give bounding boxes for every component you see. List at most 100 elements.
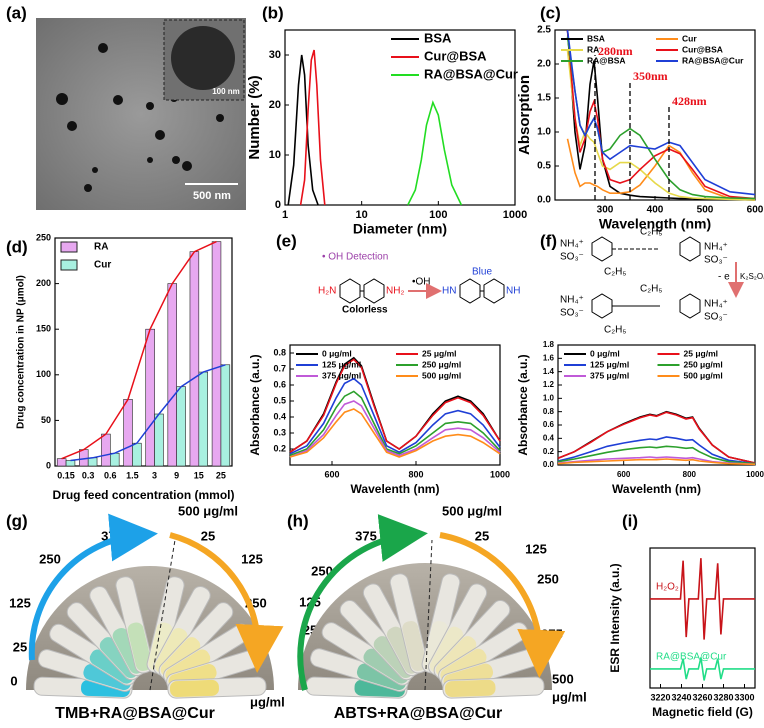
x-tick-label: 15	[194, 470, 204, 480]
legend-label: 125 μg/ml	[322, 359, 361, 369]
y-tick-label: 100	[36, 369, 51, 379]
caption: ABTS+RA@BSA@Cur	[334, 705, 503, 722]
y-tick-label: 10	[269, 149, 281, 161]
scheme-text: NH₄⁺	[560, 295, 584, 306]
tube-liquid	[356, 663, 407, 691]
x-tick-label: 400	[647, 205, 664, 216]
y-tick-label: 0	[46, 460, 51, 470]
fit-line	[70, 364, 226, 462]
y-tick-label: 0.4	[273, 411, 286, 421]
ring	[591, 293, 613, 319]
series-line	[557, 445, 756, 465]
series-line	[289, 400, 501, 458]
y-tick-label: 0.3	[273, 427, 286, 437]
legend-label: 375 μg/ml	[322, 370, 361, 380]
bar	[176, 386, 186, 467]
y-tick-label: 1.6	[543, 353, 555, 362]
plot-frame	[54, 237, 233, 467]
scheme-text: SO₃⁻	[704, 255, 728, 266]
legend-swatch	[60, 241, 78, 253]
y-tick-label: 0.8	[543, 407, 555, 416]
bar	[123, 399, 133, 467]
bar	[154, 413, 164, 467]
series-line	[566, 29, 756, 196]
series-line	[289, 377, 501, 455]
conc-label: 375	[541, 626, 563, 641]
series-line	[557, 436, 756, 465]
arrow	[169, 532, 284, 673]
scheme-text: C₂H₅	[640, 284, 662, 295]
bar	[145, 328, 155, 467]
ring	[679, 236, 701, 262]
series-line	[566, 29, 756, 200]
series-line	[650, 558, 755, 640]
y-tick-label: 0.2	[273, 443, 286, 453]
plot-frame	[557, 344, 756, 466]
conc-label: 250	[537, 571, 559, 586]
conc-label: 500	[552, 671, 574, 686]
x-tick-label: 300	[597, 205, 614, 216]
bar	[110, 452, 120, 467]
scheme-text: C₂H₅	[604, 267, 626, 278]
panel-label: (a)	[6, 3, 27, 22]
bar	[189, 251, 200, 467]
series-line	[557, 456, 756, 466]
y-tick-label: 20	[269, 99, 281, 111]
scheme-text: NH₄⁺	[704, 299, 728, 310]
x-tick-label: 600	[324, 469, 339, 479]
legend-label: 500 μg/ml	[684, 370, 723, 380]
series-line	[287, 54, 319, 206]
bar	[198, 371, 208, 467]
x-tick-label: 10	[356, 209, 368, 221]
series-line	[557, 411, 756, 464]
panel-label: (d)	[6, 237, 28, 256]
y-tick-label: 0.4	[543, 433, 555, 442]
x-tick-label: 800	[408, 469, 423, 479]
x-tick-label: 1	[282, 209, 288, 221]
y-tick-label: 1.0	[543, 393, 555, 402]
series-line	[557, 458, 756, 466]
arrow	[297, 514, 428, 691]
legend-label: BSA	[587, 33, 605, 43]
conc-label: 500 μg/ml	[442, 503, 502, 518]
panel-label: (i)	[622, 511, 638, 530]
ring	[339, 278, 361, 304]
panel-label: (e)	[276, 231, 297, 250]
y-tick-label: 50	[41, 415, 51, 425]
x-axis-title: Wavelength (nm)	[599, 216, 711, 232]
x-tick-label: 9	[174, 470, 179, 480]
legend-label: 500 μg/ml	[422, 370, 461, 380]
inset-particle	[171, 26, 235, 90]
y-tick-label: 0.0	[537, 195, 551, 206]
legend-label: 0 μg/ml	[322, 348, 352, 358]
y-axis-title: Drug concentration in NP (μmol)	[16, 275, 27, 429]
scheme-text: SO₃⁻	[704, 312, 728, 323]
bar	[132, 442, 142, 467]
legend-label: RA	[587, 44, 599, 54]
x-axis-title: Magnetic field (G)	[652, 705, 753, 719]
series-line	[289, 358, 501, 453]
fit-line	[61, 240, 217, 460]
y-tick-label: 1.2	[543, 380, 555, 389]
series-line	[650, 657, 755, 681]
legend-label: Cur	[682, 33, 697, 43]
x-tick-label: 25	[216, 470, 226, 480]
x-axis-title: Wavelenth (nm)	[612, 482, 701, 496]
x-tick-label: 0.15	[57, 470, 75, 480]
legend-label: Cur	[94, 260, 111, 271]
tube-liquid	[127, 622, 152, 671]
bar	[101, 433, 111, 467]
y-tick-label: 1.4	[543, 367, 555, 376]
scheme-text: •OH	[412, 277, 431, 288]
scale-label: 500 nm	[193, 190, 231, 202]
panel-label: (g)	[6, 511, 28, 530]
tube-liquid	[423, 621, 448, 671]
y-tick-label: 0.6	[273, 379, 286, 389]
x-tick-label: 3240	[671, 692, 691, 702]
x-axis-title: Diameter (nm)	[353, 221, 447, 237]
x-tick-label: 1000	[503, 209, 527, 221]
x-tick-label: 3220	[650, 692, 670, 702]
legend-label: 0 μg/ml	[590, 348, 620, 358]
y-tick-label: 200	[36, 278, 51, 288]
y-tick-label: 0.7	[273, 363, 286, 373]
